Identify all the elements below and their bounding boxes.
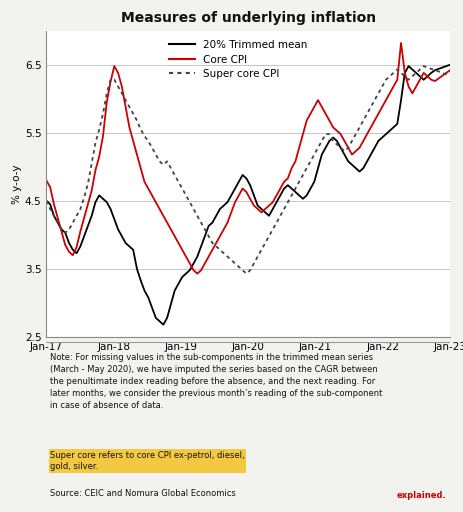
- Text: Source: CEIC and Nomura Global Economics: Source: CEIC and Nomura Global Economics: [50, 488, 236, 498]
- Text: Super core refers to core CPI ex-petrol, diesel,
gold, silver.: Super core refers to core CPI ex-petrol,…: [50, 451, 244, 472]
- Title: Measures of underlying inflation: Measures of underlying inflation: [120, 11, 375, 26]
- Legend: 20% Trimmed mean, Core CPI, Super core CPI: 20% Trimmed mean, Core CPI, Super core C…: [164, 36, 311, 83]
- Text: explained.: explained.: [395, 491, 445, 500]
- Text: Note: For missing values in the sub-components in the trimmed mean series
(March: Note: For missing values in the sub-comp…: [50, 353, 382, 410]
- Y-axis label: % y-o-y: % y-o-y: [12, 164, 22, 204]
